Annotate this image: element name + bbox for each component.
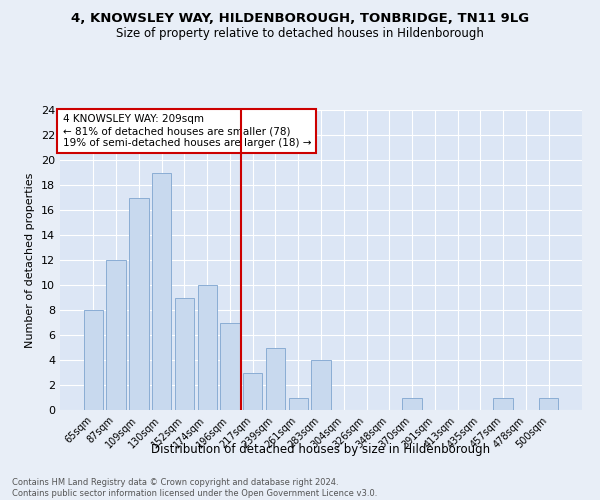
Y-axis label: Number of detached properties: Number of detached properties <box>25 172 35 348</box>
Bar <box>129 198 149 410</box>
Text: Contains HM Land Registry data © Crown copyright and database right 2024.
Contai: Contains HM Land Registry data © Crown c… <box>12 478 377 498</box>
Bar <box>243 372 262 410</box>
Text: Distribution of detached houses by size in Hildenborough: Distribution of detached houses by size … <box>151 442 491 456</box>
Bar <box>106 260 126 410</box>
Text: 4 KNOWSLEY WAY: 209sqm
← 81% of detached houses are smaller (78)
19% of semi-det: 4 KNOWSLEY WAY: 209sqm ← 81% of detached… <box>62 114 311 148</box>
Bar <box>289 398 308 410</box>
Text: 4, KNOWSLEY WAY, HILDENBOROUGH, TONBRIDGE, TN11 9LG: 4, KNOWSLEY WAY, HILDENBOROUGH, TONBRIDG… <box>71 12 529 26</box>
Bar <box>311 360 331 410</box>
Bar <box>539 398 558 410</box>
Bar <box>493 398 513 410</box>
Bar <box>84 310 103 410</box>
Bar <box>152 172 172 410</box>
Bar <box>175 298 194 410</box>
Text: Size of property relative to detached houses in Hildenborough: Size of property relative to detached ho… <box>116 28 484 40</box>
Bar <box>266 348 285 410</box>
Bar <box>197 285 217 410</box>
Bar <box>220 322 239 410</box>
Bar <box>403 398 422 410</box>
